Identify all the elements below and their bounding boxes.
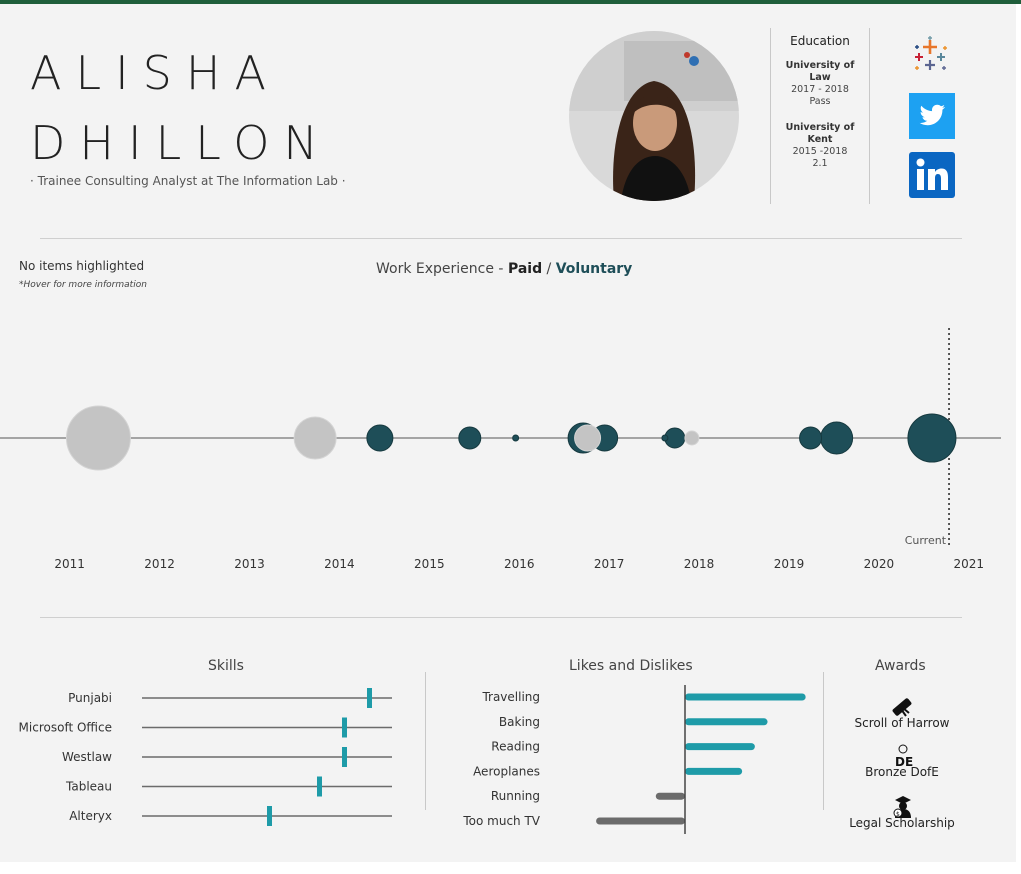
work-point[interactable] (458, 426, 482, 450)
work-timeline-chart: Current 2011 2012 2013 2014 2015 2016 2017 2018 2… (0, 328, 1001, 571)
top-accent-bar (0, 0, 1021, 4)
linkedin-icon[interactable] (909, 152, 955, 198)
work-point[interactable] (661, 434, 669, 442)
award-label: Scroll of Harrow (854, 716, 950, 730)
last-name: DHILLON (30, 116, 332, 170)
divider (40, 617, 962, 618)
education-result: 2.1 (812, 158, 828, 169)
likes-bar (685, 767, 743, 775)
skill-label: Tableau (65, 780, 112, 794)
skill-marker (342, 747, 347, 767)
legend-separator: / (542, 261, 556, 277)
work-point[interactable] (907, 413, 957, 463)
skill-marker (367, 688, 372, 708)
education-institution: Kent (807, 134, 833, 145)
education-entry: University of Kent 2015 -2018 2.1 (771, 122, 869, 170)
education-institution: Law (809, 72, 831, 83)
education-institution: University of (785, 122, 855, 133)
work-point[interactable] (366, 424, 394, 452)
likes-label: Reading (491, 740, 540, 754)
skill-label: Microsoft Office (19, 721, 112, 735)
education-institution: University of (785, 60, 855, 71)
education-result: Pass (809, 96, 831, 107)
work-point[interactable] (799, 426, 823, 450)
education-panel: Education University of Law 2017 - 2018 … (770, 28, 870, 204)
x-tick-label: 2015 (414, 557, 445, 571)
divider (40, 238, 962, 239)
work-point[interactable] (820, 421, 854, 455)
separator (425, 672, 426, 810)
current-label: Current (905, 534, 947, 547)
education-entry: University of Law 2017 - 2018 Pass (771, 60, 869, 108)
likes-label: Baking (499, 715, 540, 729)
education-years: 2017 - 2018 (791, 84, 849, 95)
svg-text:$: $ (896, 811, 900, 818)
work-chart-title-prefix: Work Experience - (376, 261, 508, 277)
x-tick-label: 2016 (504, 557, 535, 571)
likes-label: Running (491, 789, 540, 803)
skill-label: Westlaw (62, 750, 112, 764)
twitter-icon[interactable] (909, 93, 955, 139)
education-years: 2015 -2018 (792, 146, 848, 157)
x-tick-label: 2014 (324, 557, 355, 571)
x-tick-label: 2018 (684, 557, 715, 571)
legend-paid[interactable]: Paid (507, 261, 543, 277)
tableau-icon[interactable] (909, 34, 955, 80)
skill-label: Alteryx (69, 809, 112, 823)
x-tick-label: 2019 (774, 557, 805, 571)
svg-text:DE: DE (895, 755, 913, 768)
likes-bar (685, 693, 806, 701)
work-chart-title: Work Experience - Paid / Voluntary (376, 261, 632, 277)
likes-chart: Travelling Baking Reading Aeroplanes Running… (462, 685, 806, 834)
work-point[interactable] (65, 405, 131, 471)
awards-title: Awards (875, 658, 926, 674)
skill-marker (342, 717, 347, 738)
skill-marker (317, 776, 322, 797)
separator (823, 672, 824, 810)
first-name: ALISHA (30, 46, 280, 100)
job-subtitle: · Trainee Consulting Analyst at The Info… (30, 174, 346, 188)
hover-hint: *Hover for more information (19, 280, 147, 290)
highlight-status: No items highlighted (19, 259, 145, 273)
x-tick-label: 2011 (54, 557, 85, 571)
work-point[interactable] (574, 424, 602, 452)
likes-bar (685, 718, 768, 726)
graduate-icon: $ (891, 794, 915, 822)
x-tick-label: 2021 (954, 557, 985, 571)
work-point[interactable] (684, 430, 700, 446)
skill-label: Punjabi (68, 691, 112, 705)
x-tick-label: 2013 (234, 557, 265, 571)
skill-marker (267, 806, 272, 826)
likes-bar (596, 817, 685, 825)
likes-label: Too much TV (462, 814, 540, 828)
likes-bar (685, 743, 755, 751)
dofe-icon: DE (893, 744, 913, 772)
work-point[interactable] (512, 434, 520, 442)
likes-bar (655, 792, 685, 800)
likes-label: Travelling (481, 690, 540, 704)
work-point[interactable] (293, 416, 337, 460)
likes-title: Likes and Dislikes (569, 658, 693, 674)
award-label: Legal Scholarship (849, 816, 955, 830)
education-title: Education (790, 34, 850, 48)
likes-label: Aeroplanes (473, 764, 540, 778)
x-tick-label: 2012 (144, 557, 175, 571)
award-label: Bronze DofE (865, 765, 939, 779)
scroll-icon (888, 694, 916, 724)
skills-title: Skills (208, 658, 244, 674)
x-tick-label: 2017 (594, 557, 625, 571)
skills-chart: Punjabi Microsoft Office Westlaw Tableau Alt… (19, 688, 392, 826)
profile-photo (569, 31, 739, 201)
x-tick-label: 2020 (864, 557, 895, 571)
legend-voluntary[interactable]: Voluntary (555, 261, 633, 277)
